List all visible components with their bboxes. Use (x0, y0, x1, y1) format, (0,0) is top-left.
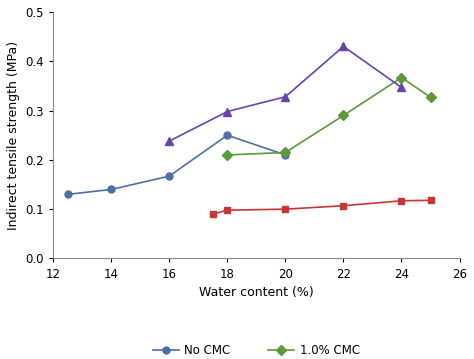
Y-axis label: Indirect tensile strength (MPa): Indirect tensile strength (MPa) (7, 41, 20, 230)
1.5% CMC (283, 95, 288, 99)
No CMC (225, 133, 230, 137)
1.5% CMC (399, 85, 404, 89)
0.5% CMC (210, 212, 216, 216)
1.0% CMC (341, 113, 346, 118)
0.5% CMC (283, 207, 288, 211)
No CMC (283, 153, 288, 157)
Line: 1.0% CMC: 1.0% CMC (224, 74, 434, 158)
0.5% CMC (428, 198, 433, 202)
X-axis label: Water content (%): Water content (%) (199, 286, 314, 299)
Line: 1.5% CMC: 1.5% CMC (165, 42, 406, 145)
1.0% CMC (399, 75, 404, 80)
1.5% CMC (341, 44, 346, 48)
1.0% CMC (225, 153, 230, 157)
1.0% CMC (283, 150, 288, 155)
1.5% CMC (166, 139, 172, 143)
No CMC (109, 187, 114, 192)
Legend: No CMC, 0.5% CMC, 1.0% CMC, 1.5% CMC: No CMC, 0.5% CMC, 1.0% CMC, 1.5% CMC (147, 338, 366, 359)
1.5% CMC (225, 109, 230, 114)
Line: No CMC: No CMC (64, 132, 289, 198)
0.5% CMC (225, 208, 230, 212)
0.5% CMC (341, 204, 346, 208)
1.0% CMC (428, 95, 433, 99)
No CMC (166, 174, 172, 178)
Line: 0.5% CMC: 0.5% CMC (210, 197, 434, 218)
0.5% CMC (399, 199, 404, 203)
No CMC (65, 192, 71, 196)
